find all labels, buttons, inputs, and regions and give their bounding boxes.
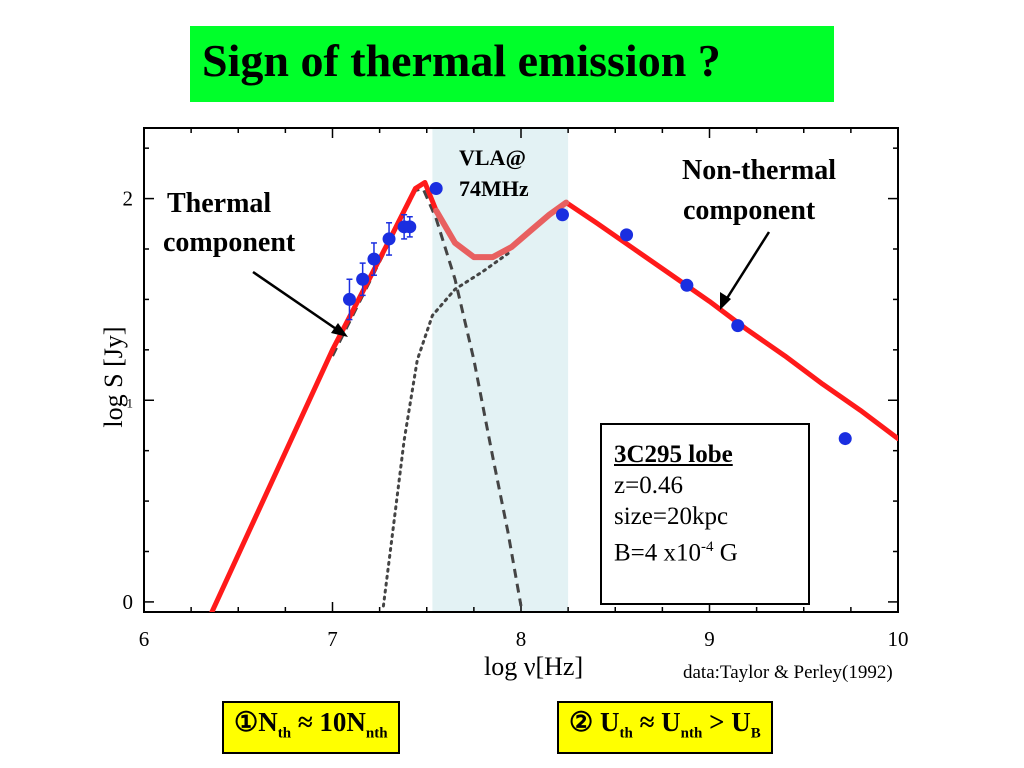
formula-2-subscript-b: nth [680, 725, 703, 742]
data-point [382, 232, 396, 246]
formula-2-subscript-c: B [750, 725, 761, 742]
x-axis-label: log ν[Hz] [484, 652, 584, 681]
info-heading: 3C295 lobe [614, 441, 733, 468]
formula-1-operator: ≈ 10 [291, 707, 347, 737]
tick-labels: 6 7 8 9 10 0 1 2 [123, 187, 909, 651]
formula-2-symbol-b: U [661, 707, 681, 737]
nonthermal-label-line1: Non-thermal [682, 155, 836, 186]
x-tick-label: 9 [704, 627, 715, 651]
band-label-line2: 74MHz [459, 176, 529, 201]
info-field-unit: G [713, 539, 738, 567]
x-tick-label: 6 [139, 627, 150, 651]
info-size: size=20kpc [614, 503, 729, 530]
formula-2-operator-b: > [702, 707, 732, 737]
data-point [838, 432, 852, 446]
thermal-label-line1: Thermal [167, 188, 271, 219]
x-tick-label: 10 [888, 627, 909, 651]
y-tick-label: 1 [127, 395, 134, 410]
band-label-line1: VLA@ [459, 145, 526, 170]
nonthermal-arrow-head [720, 292, 731, 310]
data-point [356, 272, 370, 286]
y-tick-label: 2 [123, 187, 134, 211]
thermal-label-line2: component [163, 227, 296, 258]
nonthermal-component-curve [381, 249, 514, 608]
formula-2-box: ② Uth ≈ Unth > UB [557, 701, 773, 755]
nonthermal-label-line2: component [683, 195, 816, 226]
formula-1-symbol-a: N [258, 707, 278, 737]
chart-points [342, 182, 852, 446]
data-point [680, 278, 694, 292]
formula-1-subscript-b: nth [365, 725, 388, 742]
data-point [367, 252, 381, 266]
page-title: Sign of thermal emission ? [202, 35, 721, 86]
data-point [555, 208, 569, 222]
thermal-arrow-head [331, 323, 348, 337]
formula-2-symbol-c: U [731, 707, 751, 737]
chart-axes [143, 127, 899, 613]
data-point [731, 319, 745, 333]
formula-2-subscript-a: th [619, 725, 633, 742]
shaded-band [432, 128, 569, 612]
title-banner: Sign of thermal emission ? [190, 26, 834, 102]
info-field-prefix: B=4 x10 [614, 539, 702, 567]
chart-curves [209, 180, 898, 612]
formula-1-box: ①Nth ≈ 10Nnth [222, 701, 400, 755]
source-info-box: 3C295 lobe z=0.46 size=20kpc B=4 x10-4 G [600, 423, 810, 605]
info-field: B=4 x10-4 G [614, 532, 738, 568]
info-redshift: z=0.46 [614, 472, 683, 499]
total-fit-highlight [433, 199, 570, 261]
formula-1-symbol-b: N [346, 707, 366, 737]
y-tick-label: 0 [123, 590, 134, 614]
formula-1-number: ① [234, 707, 259, 737]
data-point [403, 220, 417, 234]
info-field-exponent: -4 [701, 539, 714, 555]
y-axis-label: log S [Jy] [99, 326, 128, 428]
data-point [620, 228, 634, 242]
x-tick-label: 7 [327, 627, 338, 651]
data-point [342, 292, 356, 306]
formula-2-number: ② [569, 707, 600, 737]
data-credit: data:Taylor & Perley(1992) [683, 662, 893, 683]
thermal-arrow [252, 270, 343, 335]
nonthermal-arrow [722, 231, 771, 304]
data-point [429, 182, 443, 195]
x-tick-label: 8 [516, 627, 527, 651]
formula-2-operator-a: ≈ [632, 707, 662, 737]
formula-2-symbol-a: U [599, 707, 620, 737]
formula-1-subscript-a: th [277, 725, 292, 742]
